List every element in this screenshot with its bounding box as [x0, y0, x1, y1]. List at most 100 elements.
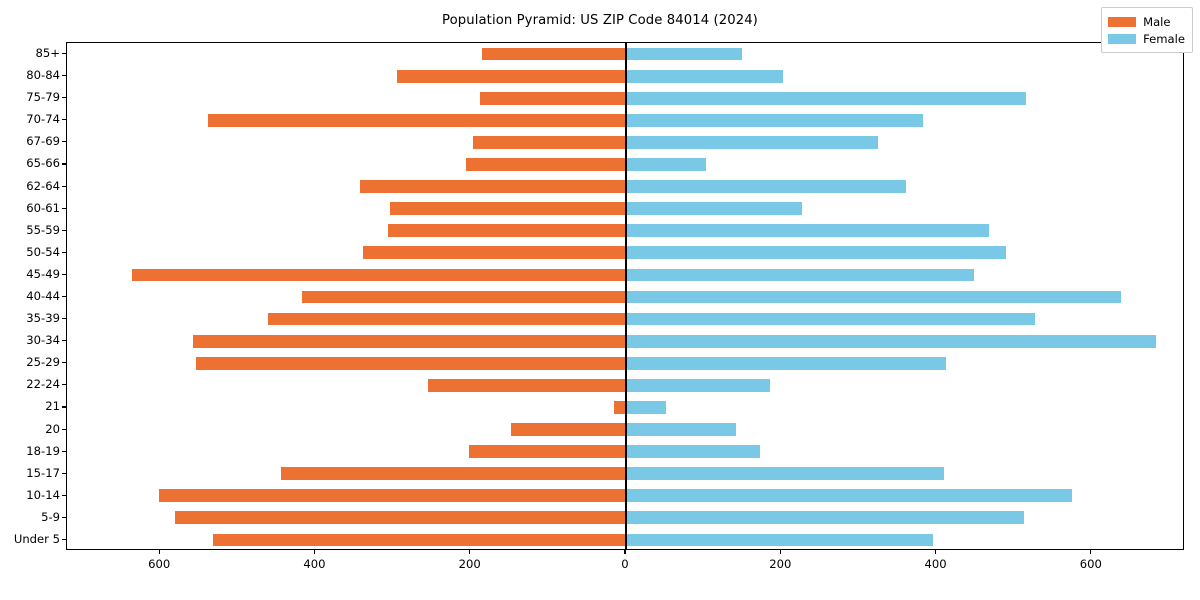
zero-axis-line: [625, 43, 627, 549]
bar-male: [195, 356, 626, 370]
legend-label: Male: [1143, 14, 1171, 29]
bar-male: [158, 489, 626, 503]
bar-group: [67, 334, 1183, 348]
bar-female: [626, 202, 803, 216]
y-axis-tick: [62, 53, 66, 55]
y-axis-tick-label: 60-61: [26, 200, 60, 215]
legend-swatch-male: [1108, 16, 1137, 27]
x-axis-tick-label: 400: [924, 557, 947, 571]
x-axis-tick-label: 600: [148, 557, 171, 571]
y-axis-tick-label: 65-66: [26, 156, 60, 171]
bar-group: [67, 246, 1183, 260]
y-axis-tick: [62, 273, 66, 275]
bar-female: [626, 158, 706, 171]
bar-group: [67, 69, 1183, 83]
chart-legend: Male Female: [1101, 7, 1193, 53]
y-axis-tick-label: 55-59: [26, 222, 60, 237]
bars-layer: [67, 43, 1183, 549]
y-axis-tick-label: 80-84: [26, 68, 60, 83]
bar-male: [396, 69, 626, 83]
x-axis-tick-label: 600: [1079, 557, 1102, 571]
bar-group: [67, 312, 1183, 326]
y-axis-tick: [62, 229, 66, 231]
bar-male: [268, 312, 626, 326]
bar-female: [626, 489, 1073, 503]
x-axis-tick-label: 200: [769, 557, 792, 571]
y-axis-tick-label: 21: [45, 399, 60, 414]
bar-male: [511, 423, 626, 436]
bar-group: [67, 378, 1183, 392]
y-axis-tick: [62, 207, 66, 209]
bar-male: [212, 533, 626, 547]
y-axis-tick-label: 67-69: [26, 134, 60, 149]
bar-group: [67, 268, 1183, 282]
bar-male: [362, 246, 626, 260]
bar-female: [626, 511, 1025, 525]
bar-group: [67, 290, 1183, 304]
x-axis-tick: [313, 550, 315, 554]
bar-male: [207, 113, 626, 127]
x-axis-tick-label: 200: [458, 557, 481, 571]
bar-female: [626, 113, 924, 127]
bar-female: [626, 334, 1157, 348]
y-axis-tick: [62, 296, 66, 298]
y-axis-tick-label: 70-74: [26, 112, 60, 127]
bar-group: [67, 180, 1183, 193]
bar-group: [67, 224, 1183, 238]
x-axis-tick: [1090, 550, 1092, 554]
bar-group: [67, 445, 1183, 458]
bar-female: [626, 268, 974, 282]
y-axis-tick: [62, 141, 66, 143]
bar-male: [473, 135, 626, 149]
bar-group: [67, 113, 1183, 127]
x-axis-tick-label: 400: [303, 557, 326, 571]
bar-group: [67, 467, 1183, 481]
bar-female: [626, 533, 933, 547]
bar-female: [626, 47, 743, 61]
y-axis-tick: [62, 97, 66, 99]
y-axis-tick: [62, 450, 66, 452]
legend-swatch-female: [1108, 33, 1137, 44]
y-axis-tick: [62, 494, 66, 496]
bar-male: [280, 467, 626, 481]
bar-female: [626, 401, 667, 414]
legend-item[interactable]: Female: [1108, 30, 1185, 47]
bar-female: [626, 69, 783, 83]
y-axis-tick-label: 10-14: [26, 487, 60, 502]
bar-group: [67, 47, 1183, 61]
y-axis-tick: [62, 119, 66, 121]
bar-group: [67, 91, 1183, 105]
y-axis-tick: [62, 472, 66, 474]
plot-area: [66, 42, 1184, 550]
y-axis-tick-label: 40-44: [26, 289, 60, 303]
bar-female: [626, 356, 946, 370]
y-axis-tick-label: 5-9: [41, 509, 60, 524]
y-axis-tick: [62, 428, 66, 430]
y-axis-tick-label: 20: [45, 421, 60, 436]
bar-female: [626, 445, 761, 458]
bar-male: [466, 158, 626, 171]
bar-female: [626, 423, 737, 436]
y-axis-tick-label: Under 5: [13, 531, 60, 546]
y-axis-tick-label: 22-24: [26, 377, 60, 392]
bar-female: [626, 290, 1121, 304]
legend-item[interactable]: Male: [1108, 13, 1185, 30]
bar-male: [614, 401, 626, 414]
y-axis-tick: [62, 163, 66, 165]
bar-group: [67, 511, 1183, 525]
bar-group: [67, 489, 1183, 503]
x-axis-tick-label: 0: [621, 557, 629, 571]
bar-male: [174, 511, 626, 525]
x-axis-tick: [779, 550, 781, 554]
y-axis-tick-label: 85+: [35, 46, 60, 61]
y-axis-tick-label: 30-34: [26, 333, 60, 348]
bar-male: [428, 378, 626, 392]
bar-female: [626, 224, 990, 238]
y-axis-tick-label: 35-39: [26, 311, 60, 326]
bar-female: [626, 91, 1026, 105]
bar-male: [359, 180, 626, 193]
y-axis-tick-label: 45-49: [26, 266, 60, 281]
bar-female: [626, 180, 906, 193]
bar-male: [192, 334, 626, 348]
